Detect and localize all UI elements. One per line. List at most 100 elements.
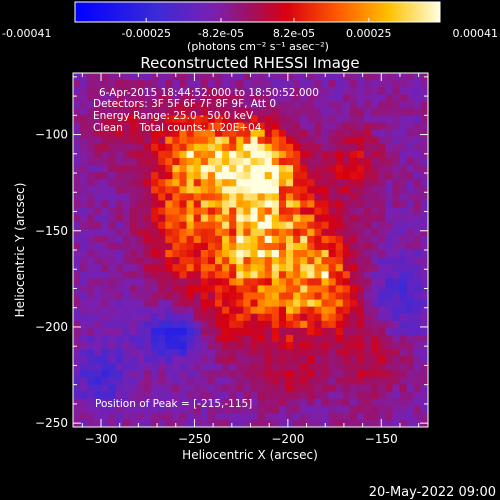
heatmap-cell: [222, 228, 230, 237]
heatmap-cell: [300, 405, 308, 414]
heatmap-cell: [349, 342, 358, 350]
heatmap-cell: [136, 363, 145, 371]
heatmap-cell: [293, 313, 301, 322]
heatmap-cell: [342, 313, 351, 322]
heatmap-cell: [144, 94, 152, 102]
heatmap-cell: [115, 320, 124, 329]
heatmap-cell: [385, 278, 394, 286]
heatmap-cell: [179, 370, 188, 379]
heatmap-cell: [286, 327, 294, 336]
heatmap-cell: [87, 356, 95, 364]
heatmap-cell: [364, 342, 372, 350]
heatmap-cell: [300, 80, 308, 88]
heatmap-cell: [165, 200, 173, 209]
heatmap-cell: [321, 242, 330, 251]
heatmap-cell: [335, 377, 344, 386]
heatmap-cell: [392, 313, 401, 322]
heatmap-cell: [349, 292, 358, 301]
heatmap-cell: [392, 200, 401, 209]
heatmap-cell: [349, 320, 358, 329]
heatmap-cell: [222, 150, 230, 159]
heatmap-cell: [413, 292, 422, 301]
heatmap-cell: [406, 356, 415, 364]
heatmap-cell: [257, 257, 266, 265]
annotation-energy-range: Energy Range: 25.0 - 50.0 keV: [93, 110, 254, 122]
heatmap-cell: [349, 179, 358, 187]
heatmap-cell: [94, 235, 102, 244]
heatmap-cell: [335, 235, 344, 244]
heatmap-cell: [307, 157, 315, 166]
heatmap-cell: [364, 235, 372, 244]
heatmap-cell: [222, 94, 230, 102]
heatmap-cell: [264, 363, 273, 371]
heatmap-cell: [87, 327, 95, 336]
heatmap-cell: [172, 122, 181, 131]
heatmap-cell: [73, 101, 81, 109]
heatmap-cell: [278, 143, 287, 152]
heatmap-cell: [80, 285, 88, 294]
heatmap-cell: [271, 342, 280, 350]
heatmap-cell: [286, 419, 294, 428]
heatmap-cell: [257, 384, 266, 393]
heatmap-cell: [222, 172, 230, 180]
heatmap-cell: [257, 377, 266, 386]
heatmap-cell: [215, 193, 223, 202]
heatmap-cell: [286, 320, 294, 329]
heatmap-cell: [129, 207, 138, 216]
heatmap-cell: [101, 214, 110, 223]
heatmap-cell: [73, 94, 81, 102]
heatmap-cell: [193, 257, 202, 265]
heatmap-cell: [243, 165, 252, 173]
heatmap-cell: [129, 179, 138, 187]
heatmap-cell: [151, 101, 159, 109]
heatmap-cell: [278, 235, 287, 244]
heatmap-cell: [115, 306, 124, 315]
heatmap-cell: [385, 80, 394, 88]
heatmap-cell: [314, 363, 323, 371]
heatmap-cell: [73, 172, 81, 180]
heatmap-cell: [307, 207, 315, 216]
heatmap-cell: [413, 299, 422, 308]
heatmap-cell: [158, 94, 166, 102]
heatmap-cell: [229, 179, 237, 187]
heatmap-cell: [257, 320, 266, 329]
heatmap-cell: [385, 334, 394, 343]
heatmap-cell: [392, 150, 401, 159]
heatmap-cell: [278, 363, 287, 371]
heatmap-cell: [364, 356, 372, 364]
heatmap-cell: [243, 214, 252, 223]
heatmap-cell: [321, 299, 330, 308]
heatmap-cell: [172, 80, 181, 88]
heatmap-cell: [399, 73, 408, 81]
heatmap-cell: [80, 200, 88, 209]
heatmap-cell: [108, 179, 117, 187]
heatmap-cell: [165, 391, 173, 400]
heatmap-cell: [165, 157, 173, 166]
heatmap-cell: [264, 143, 273, 152]
heatmap-cell: [378, 73, 386, 81]
heatmap-cell: [179, 398, 188, 407]
heatmap-cell: [314, 242, 323, 251]
heatmap-cell: [193, 228, 202, 237]
heatmap-cell: [293, 172, 301, 180]
heatmap-cell: [136, 292, 145, 301]
heatmap-cell: [144, 299, 152, 308]
heatmap-cell: [122, 143, 131, 152]
heatmap-cell: [215, 94, 223, 102]
heatmap-cell: [349, 370, 358, 379]
heatmap-cell: [87, 228, 95, 237]
heatmap-cell: [87, 412, 95, 421]
heatmap-cell: [286, 412, 294, 421]
heatmap-cell: [413, 214, 422, 223]
heatmap-cell: [300, 165, 308, 173]
heatmap-cell: [165, 271, 173, 279]
heatmap-cell: [413, 250, 422, 258]
heatmap-cell: [172, 264, 181, 272]
heatmap-cell: [420, 292, 429, 301]
heatmap-cell: [172, 257, 181, 265]
heatmap-cell: [144, 384, 152, 393]
heatmap-cell: [335, 370, 344, 379]
heatmap-cell: [101, 342, 110, 350]
heatmap-cell: [335, 143, 344, 152]
heatmap-cell: [257, 207, 266, 216]
